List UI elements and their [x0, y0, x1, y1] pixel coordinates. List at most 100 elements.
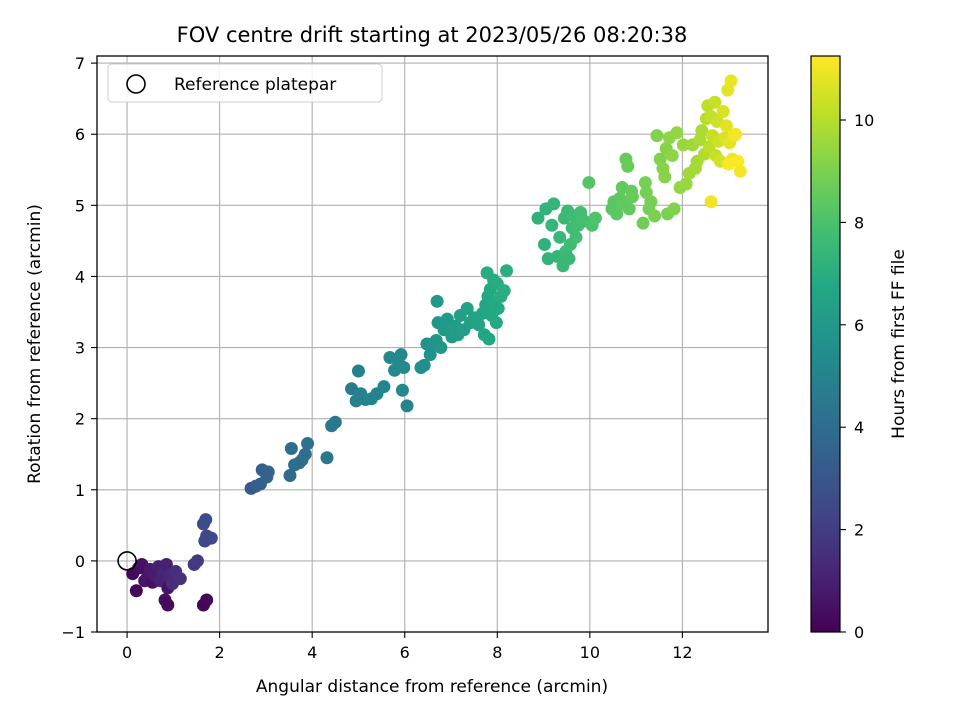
data-point	[553, 230, 567, 244]
y-tick-label: 2	[75, 410, 85, 429]
data-point	[724, 74, 738, 88]
y-tick-label: −1	[61, 623, 85, 642]
data-point	[708, 95, 722, 109]
data-point	[621, 159, 635, 173]
data-point	[670, 126, 684, 140]
y-axis-label: Rotation from reference (arcmin)	[25, 204, 45, 484]
data-point	[497, 284, 511, 298]
data-point	[679, 177, 693, 191]
data-point	[716, 104, 730, 118]
data-point	[434, 341, 448, 355]
data-point	[320, 451, 334, 465]
colorbar-tick-label: 0	[854, 623, 864, 642]
data-point	[261, 465, 275, 479]
colorbar-tick-label: 10	[854, 111, 874, 130]
data-point	[665, 149, 679, 163]
data-point	[531, 211, 545, 225]
colorbar-tick-label: 2	[854, 521, 864, 540]
y-axis-ticks: −1 0 1 2 3 4 5 6 7	[61, 54, 97, 642]
data-points	[126, 74, 747, 612]
data-point	[400, 399, 414, 413]
data-point	[588, 211, 602, 225]
data-point	[667, 202, 681, 216]
data-point	[650, 129, 664, 143]
data-point	[569, 230, 583, 244]
data-point	[648, 209, 662, 223]
data-point	[283, 469, 297, 483]
data-point	[610, 207, 624, 221]
x-tick-label: 10	[580, 643, 600, 662]
data-point	[129, 584, 143, 598]
colorbar-tick-label: 8	[854, 213, 864, 232]
data-point	[537, 237, 551, 251]
data-point	[190, 554, 204, 568]
data-point	[658, 170, 672, 184]
data-point	[204, 531, 218, 545]
legend-marker-icon	[126, 74, 146, 94]
data-point	[199, 513, 213, 527]
x-tick-label: 4	[307, 643, 317, 662]
legend-box	[107, 63, 383, 103]
data-point	[301, 437, 315, 451]
colorbar-label: Hours from first FF file	[889, 249, 909, 439]
data-point	[644, 195, 658, 209]
data-point	[500, 264, 514, 278]
data-point	[161, 598, 175, 612]
data-point	[547, 197, 561, 211]
y-tick-label: 1	[75, 481, 85, 500]
data-point	[636, 216, 650, 230]
y-tick-label: 0	[75, 552, 85, 571]
data-point	[487, 273, 501, 287]
colorbar-tick-label: 4	[854, 418, 864, 437]
data-point	[423, 348, 437, 362]
legend: Reference platepar	[107, 63, 383, 103]
data-point	[638, 176, 652, 190]
x-tick-label: 0	[122, 643, 132, 662]
data-point	[562, 252, 576, 266]
colorbar-ticks: 0 2 4 6 8 10	[840, 111, 874, 642]
y-tick-label: 7	[75, 54, 85, 73]
data-point	[719, 119, 733, 133]
x-tick-label: 8	[492, 643, 502, 662]
plot-frame	[96, 55, 769, 633]
colorbar-tick-label: 6	[854, 316, 864, 335]
data-point	[173, 572, 187, 586]
data-point	[377, 380, 391, 394]
data-point	[472, 318, 486, 332]
data-point	[394, 348, 408, 362]
data-point	[491, 301, 505, 315]
data-point	[722, 157, 736, 171]
data-point	[489, 316, 503, 330]
data-point	[622, 202, 636, 216]
data-point	[200, 593, 214, 607]
data-point	[430, 294, 444, 308]
data-point	[729, 127, 743, 141]
data-point	[460, 301, 474, 315]
data-point	[284, 442, 298, 456]
reference-platepar-marker	[117, 551, 137, 571]
data-point	[733, 164, 747, 178]
legend-label: Reference platepar	[174, 75, 336, 95]
y-tick-label: 5	[75, 196, 85, 215]
chart-title: FOV centre drift starting at 2023/05/26 …	[177, 23, 688, 47]
data-point	[704, 195, 718, 209]
data-point	[395, 383, 409, 397]
x-tick-label: 12	[672, 643, 692, 662]
data-point	[159, 557, 173, 571]
x-axis-ticks: 0 2 4 6 8 10 12	[122, 632, 693, 662]
data-point	[328, 415, 342, 429]
data-point	[676, 138, 690, 152]
y-tick-label: 4	[75, 267, 85, 286]
x-axis-label: Angular distance from reference (arcmin)	[256, 677, 608, 697]
x-tick-label: 2	[215, 643, 225, 662]
data-point	[351, 364, 365, 378]
y-tick-label: 3	[75, 339, 85, 358]
data-point	[545, 218, 559, 232]
data-point	[482, 332, 496, 346]
data-point	[582, 176, 596, 190]
data-point	[417, 358, 431, 372]
data-point	[695, 124, 709, 138]
data-point	[397, 360, 411, 374]
data-point	[625, 190, 639, 204]
